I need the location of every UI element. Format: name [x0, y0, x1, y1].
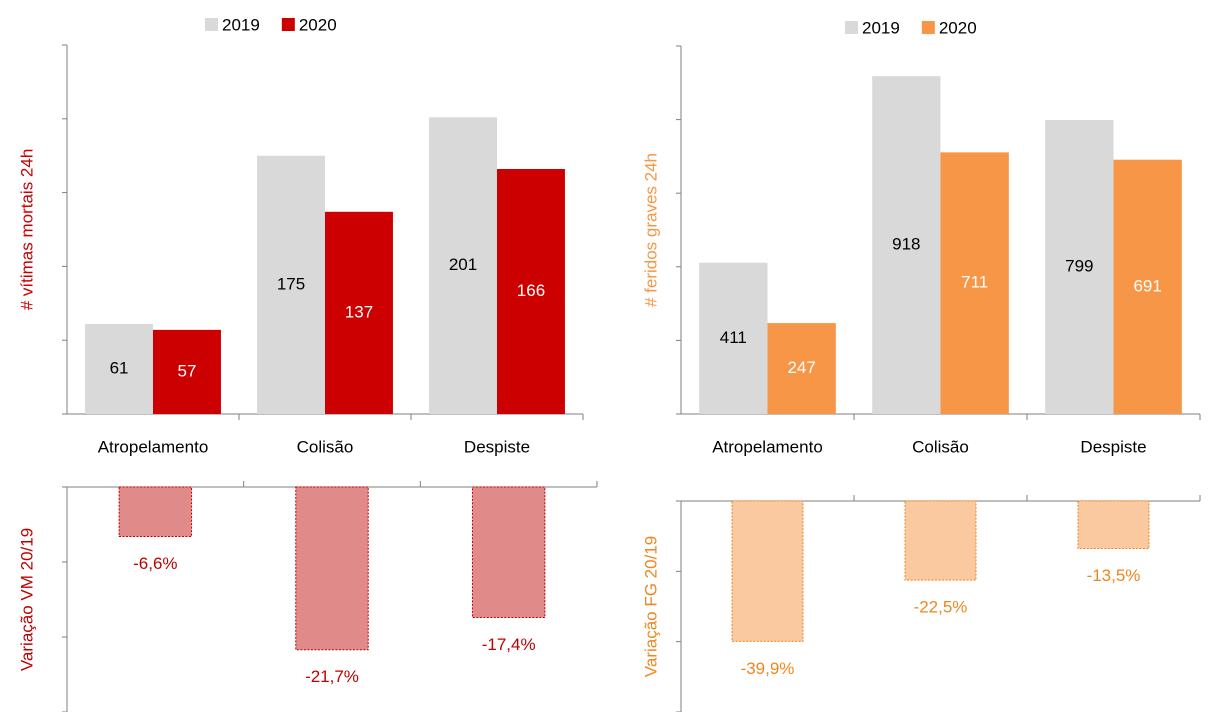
- x-tick-label: Atropelamento: [98, 437, 209, 456]
- legend-swatch: [281, 18, 295, 31]
- bar: [1045, 119, 1114, 414]
- data-label: 57: [178, 361, 197, 380]
- bar: [497, 168, 565, 414]
- bar: [429, 117, 497, 414]
- bar: [295, 486, 369, 651]
- data-label: 918: [892, 235, 920, 254]
- data-label: -17,4%: [482, 635, 536, 654]
- data-label: 61: [110, 358, 129, 377]
- bar: [940, 152, 1009, 415]
- bar: [699, 262, 768, 414]
- legend-swatch: [845, 21, 858, 34]
- x-tick-label: Colisão: [297, 437, 354, 456]
- y-axis-label: Variação VM 20/19: [17, 528, 36, 671]
- x-tick-label: Despiste: [1080, 437, 1146, 456]
- y-axis-label: Variação FG 20/19: [641, 536, 660, 677]
- legend-swatch: [921, 21, 935, 34]
- data-label: 175: [277, 274, 305, 293]
- legend-label: 2020: [299, 15, 337, 34]
- data-label: 166: [517, 281, 545, 300]
- bar: [85, 323, 153, 414]
- legend-label: 2020: [939, 18, 977, 37]
- bar: [904, 500, 977, 581]
- data-label: 137: [345, 302, 373, 321]
- data-label: 711: [961, 273, 988, 292]
- x-tick-label: Colisão: [912, 437, 969, 456]
- bar: [767, 323, 836, 414]
- bar: [153, 329, 221, 414]
- data-label: 201: [449, 255, 477, 274]
- legend-swatch: [205, 18, 218, 31]
- bar: [1077, 500, 1150, 549]
- bar: [731, 500, 804, 642]
- x-tick-label: Atropelamento: [712, 437, 823, 456]
- y-axis-label: # feridos graves 24h: [641, 153, 660, 307]
- data-label: -13,5%: [1087, 566, 1141, 585]
- data-label: -39,9%: [741, 659, 795, 678]
- bar: [1113, 159, 1182, 414]
- data-label: -6,6%: [133, 554, 177, 573]
- data-label: 411: [720, 328, 747, 347]
- y-axis-label: # vítimas mortais 24h: [17, 149, 36, 311]
- x-tick-label: Despiste: [464, 437, 530, 456]
- data-label: 247: [787, 358, 815, 377]
- bar: [118, 486, 193, 537]
- bar: [325, 211, 393, 414]
- data-label: -22,5%: [914, 598, 968, 617]
- bar: [471, 486, 546, 618]
- data-label: 799: [1065, 256, 1093, 275]
- data-label: -21,7%: [305, 667, 359, 686]
- bar: [872, 76, 941, 415]
- legend-label: 2019: [222, 15, 260, 34]
- legend-label: 2019: [862, 18, 900, 37]
- bar: [257, 155, 325, 414]
- data-label: 691: [1133, 276, 1161, 295]
